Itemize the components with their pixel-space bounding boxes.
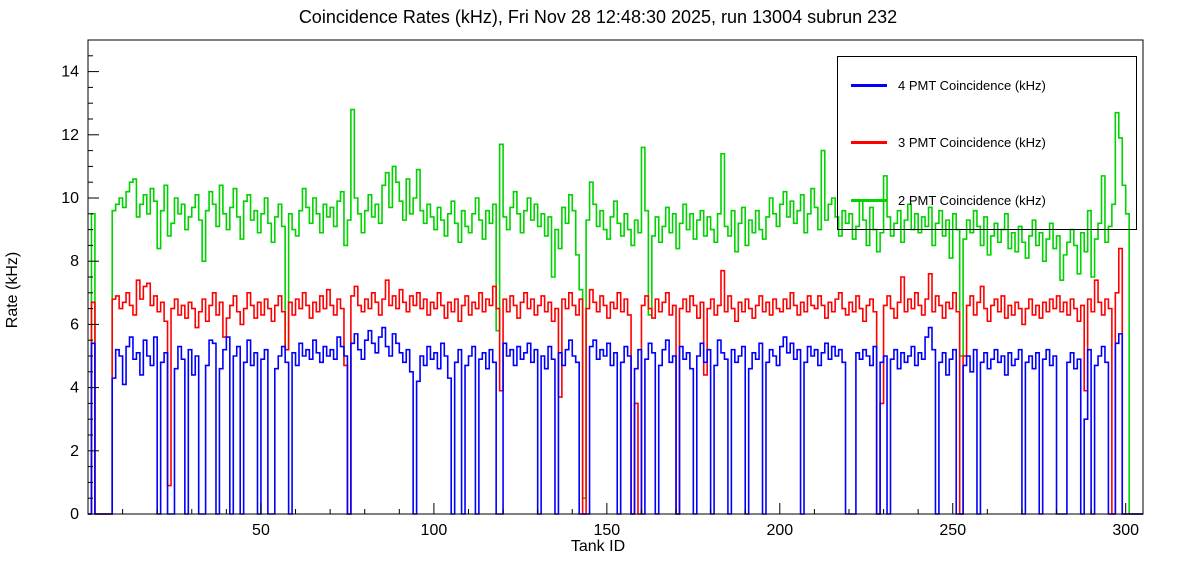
legend-label-3pmt: 3 PMT Coincidence (kHz) bbox=[898, 135, 1046, 151]
legend-line-blue-icon bbox=[851, 84, 887, 88]
svg-text:150: 150 bbox=[594, 522, 621, 539]
svg-text:100: 100 bbox=[421, 522, 448, 539]
legend-line-green-icon bbox=[851, 198, 887, 202]
svg-text:12: 12 bbox=[61, 127, 79, 144]
svg-text:200: 200 bbox=[766, 522, 793, 539]
legend-item-2pmt: 2 PMT Coincidence (kHz) bbox=[838, 172, 1136, 229]
svg-text:0: 0 bbox=[70, 506, 79, 523]
svg-text:250: 250 bbox=[939, 522, 966, 539]
svg-text:50: 50 bbox=[252, 522, 270, 539]
legend-item-3pmt: 3 PMT Coincidence (kHz) bbox=[838, 114, 1136, 171]
x-axis-title: Tank ID bbox=[570, 538, 626, 555]
y-axis-title: Rate (kHz) bbox=[4, 251, 21, 329]
chart-title: Coincidence Rates (kHz), Fri Nov 28 12:4… bbox=[298, 7, 898, 27]
legend-label-4pmt: 4 PMT Coincidence (kHz) bbox=[898, 78, 1046, 94]
legend-item-4pmt: 4 PMT Coincidence (kHz) bbox=[838, 57, 1136, 114]
legend: 4 PMT Coincidence (kHz) 3 PMT Coincidenc… bbox=[837, 56, 1137, 230]
svg-text:14: 14 bbox=[61, 64, 79, 81]
svg-text:2: 2 bbox=[70, 443, 79, 460]
svg-text:10: 10 bbox=[61, 190, 79, 207]
legend-label-2pmt: 2 PMT Coincidence (kHz) bbox=[898, 192, 1046, 208]
svg-text:4: 4 bbox=[70, 380, 79, 397]
svg-text:300: 300 bbox=[1112, 522, 1139, 539]
svg-text:8: 8 bbox=[70, 253, 79, 270]
legend-line-red-icon bbox=[851, 141, 887, 145]
svg-text:6: 6 bbox=[70, 316, 79, 333]
